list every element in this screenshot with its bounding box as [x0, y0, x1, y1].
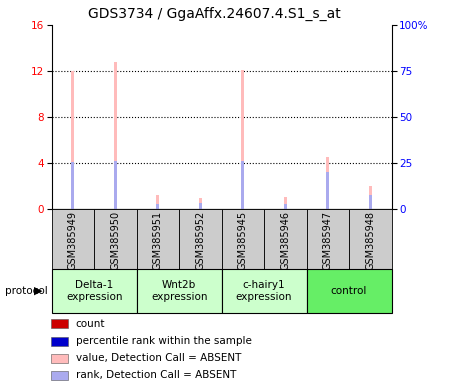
Bar	[114, 161, 117, 209]
Bar	[306, 269, 392, 313]
Bar	[284, 197, 287, 209]
Text: GSM385950: GSM385950	[110, 211, 121, 270]
Bar	[284, 204, 287, 209]
Text: GSM385945: GSM385945	[238, 211, 248, 270]
Bar	[157, 195, 159, 209]
Bar	[241, 70, 244, 209]
Text: Delta-1
expression: Delta-1 expression	[66, 280, 122, 302]
Bar	[306, 209, 349, 269]
Text: protocol: protocol	[4, 286, 47, 296]
Bar	[51, 354, 68, 363]
Bar	[241, 161, 244, 209]
Bar	[369, 195, 372, 209]
Bar	[221, 269, 306, 313]
Bar	[221, 209, 264, 269]
Bar	[199, 203, 202, 209]
Title: GDS3734 / GgaAffx.24607.4.S1_s_at: GDS3734 / GgaAffx.24607.4.S1_s_at	[89, 7, 341, 21]
Text: c-hairy1
expression: c-hairy1 expression	[236, 280, 292, 302]
Bar	[349, 209, 392, 269]
Bar	[137, 209, 179, 269]
Bar	[52, 209, 94, 269]
Bar	[157, 204, 159, 209]
Text: count: count	[76, 318, 105, 329]
Bar	[51, 337, 68, 346]
Text: ▶: ▶	[34, 286, 42, 296]
Bar	[51, 371, 68, 380]
Bar	[264, 209, 306, 269]
Bar	[72, 71, 74, 209]
Text: GSM385952: GSM385952	[195, 211, 205, 270]
Bar	[72, 162, 74, 209]
Bar	[326, 157, 329, 209]
Text: Wnt2b
expression: Wnt2b expression	[151, 280, 207, 302]
Text: rank, Detection Call = ABSENT: rank, Detection Call = ABSENT	[76, 370, 236, 381]
Text: GSM385951: GSM385951	[153, 211, 163, 270]
Text: percentile rank within the sample: percentile rank within the sample	[76, 336, 252, 346]
Bar	[52, 269, 137, 313]
Bar	[94, 209, 137, 269]
Text: GSM385946: GSM385946	[280, 211, 290, 270]
Bar	[179, 209, 221, 269]
Bar	[369, 186, 372, 209]
Text: control: control	[331, 286, 367, 296]
Bar	[51, 319, 68, 328]
Text: value, Detection Call = ABSENT: value, Detection Call = ABSENT	[76, 353, 241, 363]
Text: GSM385947: GSM385947	[323, 211, 333, 270]
Text: GSM385949: GSM385949	[68, 211, 78, 270]
Bar	[326, 172, 329, 209]
Text: GSM385948: GSM385948	[365, 211, 375, 270]
Bar	[199, 198, 202, 209]
Bar	[114, 62, 117, 209]
Bar	[137, 269, 221, 313]
